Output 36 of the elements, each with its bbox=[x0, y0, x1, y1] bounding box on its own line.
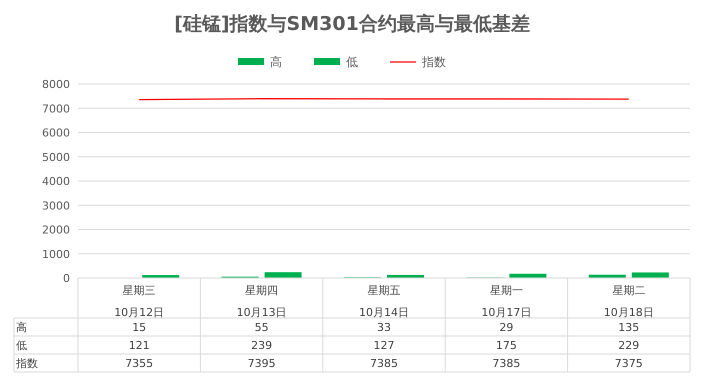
data-label: 121 bbox=[128, 339, 150, 352]
x-tick-label: 星期二 10月18日 bbox=[604, 284, 654, 319]
y-tick-label: 2000 bbox=[42, 224, 70, 236]
legend-label: 高 bbox=[270, 55, 282, 69]
y-tick-label: 8000 bbox=[42, 78, 70, 91]
legend-label: 低 bbox=[346, 55, 358, 69]
data-label: 7395 bbox=[248, 357, 276, 370]
data-label: 127 bbox=[374, 339, 394, 352]
data-label: 239 bbox=[251, 339, 272, 352]
y-tick-label: 0 bbox=[63, 272, 70, 285]
data-label: 33 bbox=[377, 321, 391, 334]
chart-title: [硅锰]指数与SM301合约最高与最低基差 bbox=[174, 13, 530, 35]
data-label: 175 bbox=[496, 339, 517, 352]
legend-label: 指数 bbox=[421, 55, 446, 69]
data-label: 15 bbox=[132, 321, 146, 334]
y-tick-label: 1000 bbox=[42, 248, 70, 261]
data-label: 229 bbox=[618, 339, 640, 352]
y-tick-label: 7000 bbox=[42, 102, 70, 116]
data-label: 7375 bbox=[614, 357, 643, 370]
y-tick-label: 4000 bbox=[42, 175, 70, 188]
x-tick-label: 星期一 10月17日 bbox=[481, 284, 532, 319]
data-label: 55 bbox=[254, 321, 269, 334]
y-tick-label: 5000 bbox=[42, 150, 70, 164]
y-tick-label: 6000 bbox=[42, 126, 70, 140]
data-label: 135 bbox=[618, 321, 640, 334]
data-label: 7355 bbox=[125, 357, 154, 370]
x-tick-label: 星期三 10月12日 bbox=[114, 284, 164, 319]
text: 指数 bbox=[16, 357, 38, 370]
text: 高 bbox=[16, 321, 27, 334]
data-label: 7385 bbox=[492, 357, 520, 370]
data-label: 29 bbox=[499, 321, 514, 334]
y-tick-label: 3000 bbox=[42, 199, 70, 212]
x-tick-label: 星期四 10月13日 bbox=[236, 284, 287, 319]
text: 低 bbox=[16, 339, 27, 352]
x-tick-label: 星期五 10月14日 bbox=[359, 284, 409, 319]
data-label: 7385 bbox=[370, 357, 398, 370]
